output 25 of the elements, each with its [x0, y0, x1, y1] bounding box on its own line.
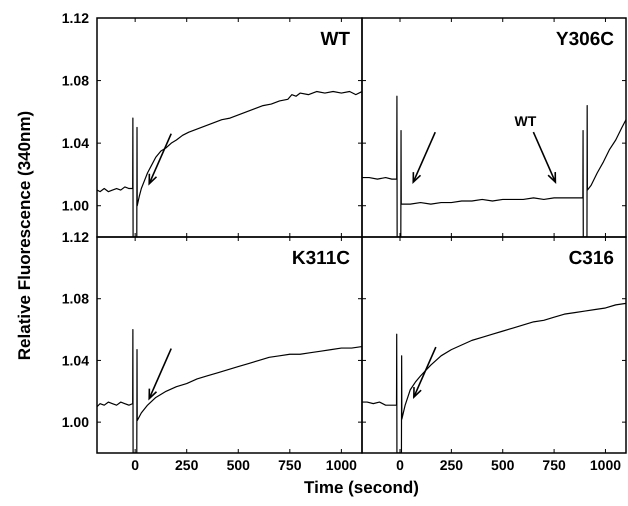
y-tick-label: 1.08: [62, 72, 90, 89]
x-tick-label: 0: [396, 457, 404, 473]
x-tick-label: 0: [131, 457, 140, 473]
y-tick-label: 1.08: [62, 290, 90, 307]
y-tick-label: 1.12: [62, 10, 90, 26]
annotation: WT: [514, 113, 537, 130]
x-tick-label: 500: [491, 457, 515, 473]
y-tick-label: 1.00: [62, 414, 90, 430]
y-tick-label: 1.00: [62, 198, 90, 214]
y-tick-label: 1.04: [62, 135, 90, 152]
text: Y306C: [556, 29, 614, 50]
x-tick-label: 750: [278, 457, 302, 473]
x-tick-label: 250: [440, 457, 464, 473]
text: K311C: [292, 248, 350, 269]
x-tick-label: 1000: [326, 457, 358, 473]
text: WT: [320, 29, 350, 50]
x-tick-label: 1000: [590, 457, 622, 473]
x-tick-label: 250: [175, 457, 199, 473]
x-tick-label: 750: [542, 457, 566, 473]
text: C316: [568, 248, 614, 269]
y-axis-title: Relative Fluorescence (340nm): [15, 110, 34, 360]
x-axis-title: Time (second): [304, 478, 419, 497]
x-tick-label: 500: [226, 457, 250, 473]
y-tick-label: 1.12: [62, 229, 90, 245]
y-tick-label: 1.04: [62, 352, 90, 368]
